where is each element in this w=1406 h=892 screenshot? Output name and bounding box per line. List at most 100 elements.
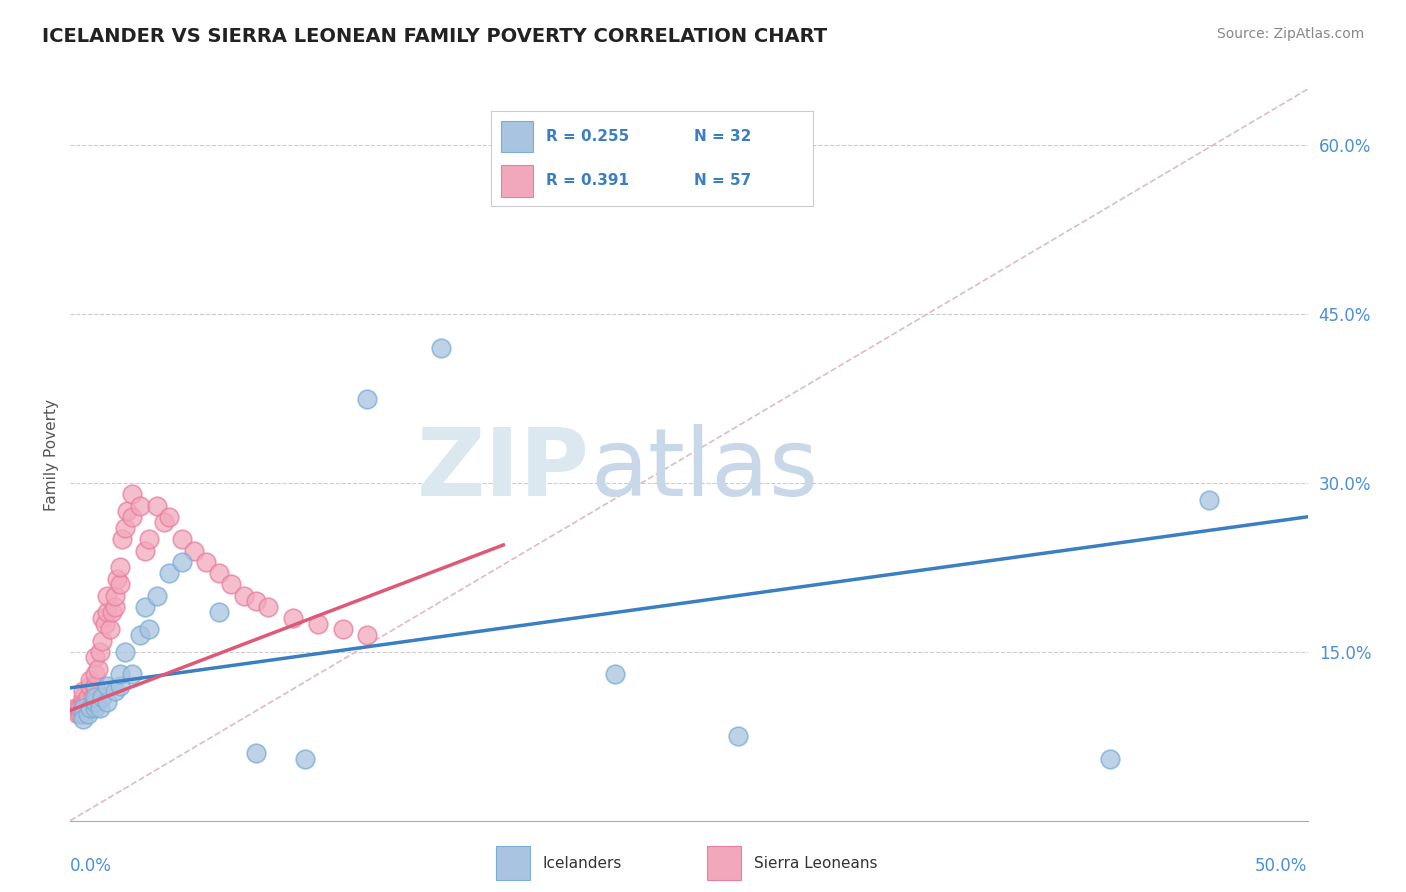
Point: [79, 679, 101, 693]
Point: [66, 706, 89, 721]
Point: [96, 606, 118, 620]
Point: [84, 690, 107, 704]
Point: [65, 701, 87, 715]
Point: [208, 566, 231, 580]
Point: [104, 684, 127, 698]
Point: [430, 341, 453, 355]
Point: [101, 606, 124, 620]
Point: [121, 487, 143, 501]
Point: [332, 623, 354, 637]
Point: [111, 533, 134, 547]
Point: [84, 679, 107, 693]
Point: [114, 521, 136, 535]
Point: [76, 706, 98, 721]
Point: [72, 701, 94, 715]
Point: [84, 696, 107, 710]
Point: [84, 679, 107, 693]
Point: [89, 701, 111, 715]
Point: [307, 616, 329, 631]
Point: [76, 690, 98, 704]
Text: R = 0.391: R = 0.391: [546, 173, 628, 188]
Point: [157, 509, 180, 524]
Text: 50.0%: 50.0%: [1256, 857, 1308, 875]
Y-axis label: Family Poverty: Family Poverty: [44, 399, 59, 511]
FancyBboxPatch shape: [707, 846, 741, 880]
Point: [257, 599, 280, 614]
Point: [75, 696, 97, 710]
Point: [128, 499, 150, 513]
Point: [128, 628, 150, 642]
FancyBboxPatch shape: [501, 120, 533, 152]
Point: [121, 667, 143, 681]
Point: [108, 560, 131, 574]
Point: [66, 701, 89, 715]
Point: [115, 504, 138, 518]
Point: [72, 690, 94, 704]
Point: [121, 509, 143, 524]
Point: [84, 701, 107, 715]
Point: [727, 729, 749, 743]
Point: [105, 572, 128, 586]
Point: [356, 392, 378, 406]
Point: [96, 679, 118, 693]
Point: [294, 752, 316, 766]
Point: [79, 673, 101, 687]
Text: 0.0%: 0.0%: [70, 857, 112, 875]
Point: [91, 690, 114, 704]
Point: [170, 555, 193, 569]
Point: [84, 667, 107, 681]
Point: [79, 701, 101, 715]
Point: [138, 533, 160, 547]
Point: [86, 662, 108, 676]
Text: ZIP: ZIP: [418, 424, 591, 516]
Text: Sierra Leoneans: Sierra Leoneans: [754, 855, 877, 871]
Point: [208, 606, 231, 620]
Point: [134, 543, 156, 558]
FancyBboxPatch shape: [501, 165, 533, 197]
Point: [134, 599, 156, 614]
Point: [82, 690, 104, 704]
Point: [153, 516, 176, 530]
Text: R = 0.255: R = 0.255: [546, 129, 628, 145]
Point: [84, 650, 107, 665]
Point: [104, 589, 127, 603]
Point: [195, 555, 218, 569]
Point: [75, 701, 97, 715]
Point: [232, 589, 254, 603]
Point: [108, 679, 131, 693]
Point: [1098, 752, 1121, 766]
Point: [603, 667, 626, 681]
Point: [72, 701, 94, 715]
Point: [108, 577, 131, 591]
Text: N = 57: N = 57: [693, 173, 751, 188]
Text: atlas: atlas: [591, 424, 818, 516]
Point: [114, 645, 136, 659]
Point: [72, 706, 94, 721]
Point: [72, 696, 94, 710]
FancyBboxPatch shape: [496, 846, 530, 880]
Point: [356, 628, 378, 642]
Point: [245, 746, 267, 760]
Text: Icelanders: Icelanders: [543, 855, 621, 871]
Point: [104, 599, 127, 614]
Point: [157, 566, 180, 580]
Point: [76, 696, 98, 710]
Point: [96, 589, 118, 603]
Point: [146, 589, 169, 603]
Point: [69, 701, 91, 715]
Point: [69, 706, 91, 721]
Point: [89, 645, 111, 659]
Point: [138, 623, 160, 637]
Text: ICELANDER VS SIERRA LEONEAN FAMILY POVERTY CORRELATION CHART: ICELANDER VS SIERRA LEONEAN FAMILY POVER…: [42, 27, 827, 45]
Text: Source: ZipAtlas.com: Source: ZipAtlas.com: [1216, 27, 1364, 41]
Point: [72, 684, 94, 698]
Point: [94, 616, 117, 631]
Point: [183, 543, 205, 558]
Point: [1198, 492, 1220, 507]
Point: [146, 499, 169, 513]
Point: [91, 633, 114, 648]
Point: [91, 611, 114, 625]
Point: [72, 712, 94, 726]
Point: [98, 623, 121, 637]
Point: [245, 594, 267, 608]
